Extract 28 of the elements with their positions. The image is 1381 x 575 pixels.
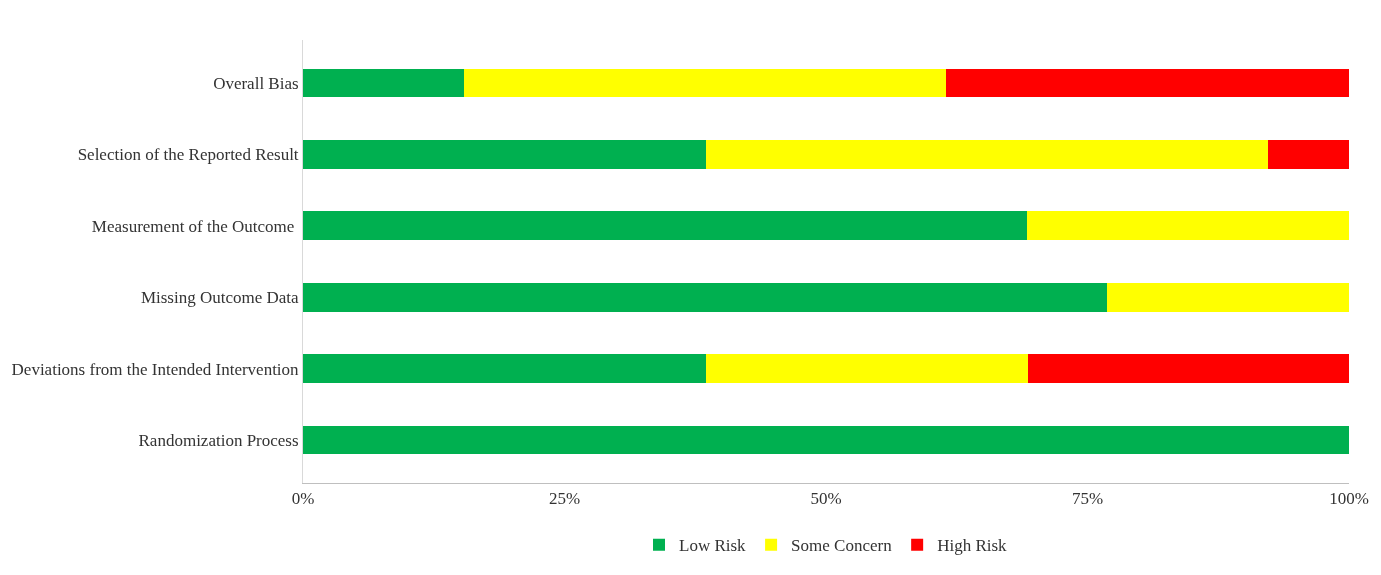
x-tick-label: 100% bbox=[1329, 489, 1369, 509]
bar bbox=[946, 68, 1349, 98]
bar bbox=[705, 354, 1028, 383]
bar bbox=[303, 282, 1108, 312]
y-tick-label: Missing Outcome Data bbox=[140, 288, 300, 308]
bar bbox=[1268, 140, 1349, 169]
bar bbox=[464, 68, 947, 98]
bar bbox=[705, 140, 1269, 169]
y-tick-label: Selection of the Reported Result bbox=[77, 145, 299, 165]
bar bbox=[1107, 282, 1349, 312]
legend-label: Low Risk bbox=[679, 536, 747, 556]
x-tick-label: 0% bbox=[291, 489, 315, 509]
legend-label: High Risk bbox=[937, 536, 1008, 556]
bar bbox=[303, 354, 706, 383]
bar bbox=[303, 140, 706, 169]
y-tick-label: Randomization Process bbox=[138, 431, 299, 451]
bar bbox=[303, 211, 1027, 241]
bar bbox=[303, 68, 465, 98]
x-tick-label: 50% bbox=[810, 489, 842, 509]
x-tick-label: 25% bbox=[548, 489, 581, 509]
bar bbox=[1026, 211, 1349, 241]
bar bbox=[303, 425, 1349, 455]
legend-label: Some Concern bbox=[791, 536, 893, 556]
y-tick-label: Measurement of the Outcome bbox=[91, 216, 299, 236]
bar bbox=[1027, 354, 1349, 383]
x-tick-label: 75% bbox=[1071, 489, 1104, 509]
y-tick-label: Deviations from the Intended Intervention bbox=[11, 359, 300, 379]
y-tick-label: Overall Bias bbox=[213, 73, 299, 93]
